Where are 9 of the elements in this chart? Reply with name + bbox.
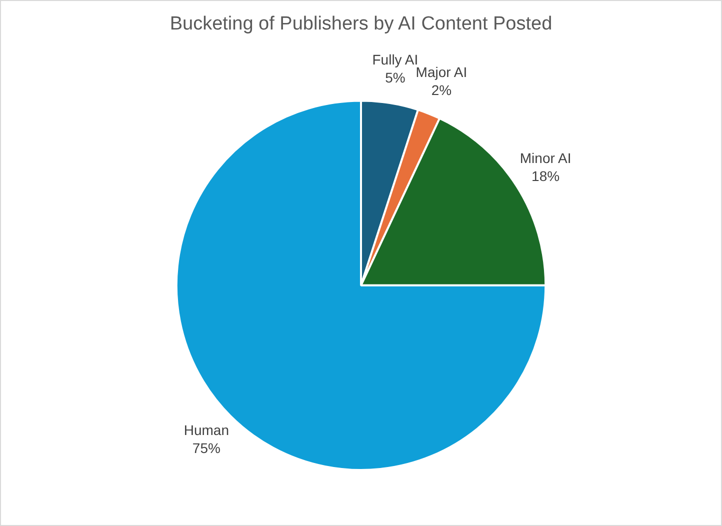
slice-label: Major AI: [416, 64, 468, 80]
data-label: 5%: [385, 69, 406, 86]
data-label: 75%: [192, 440, 220, 456]
data-label: 18%: [532, 168, 560, 184]
slice-label: Minor AI: [520, 150, 572, 166]
slice-label: Fully AI: [372, 51, 418, 68]
chart-title: Bucketing of Publishers by AI Content Posted: [170, 14, 552, 35]
slice-label: Human: [184, 422, 229, 438]
data-label: 2%: [431, 82, 452, 98]
